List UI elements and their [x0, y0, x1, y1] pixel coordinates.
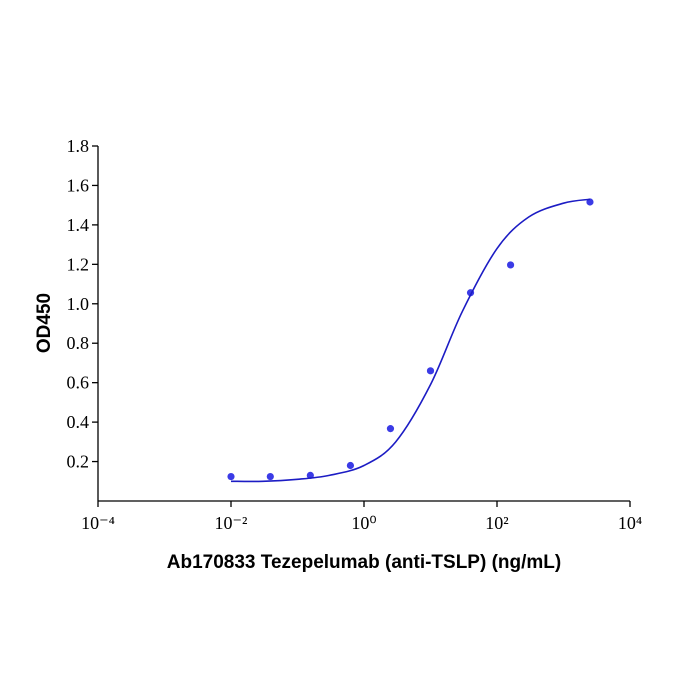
y-tick-label: 0.8 [67, 333, 90, 353]
x-axis-title: Ab170833 Tezepelumab (anti-TSLP) (ng/mL) [167, 552, 561, 573]
y-tick-label: 0.6 [67, 373, 90, 393]
data-point [227, 472, 235, 481]
data-point [266, 472, 274, 481]
y-tick-label: 1.0 [67, 294, 90, 314]
fit-curve [230, 198, 591, 483]
y-tick-label: 1.8 [67, 136, 90, 156]
y-tick-label: 0.2 [67, 452, 90, 472]
data-point [506, 261, 515, 269]
y-tick-label: 1.6 [67, 175, 90, 195]
y-tick-label: 0.4 [67, 412, 90, 432]
x-tick-label: 10⁻² [215, 513, 248, 533]
x-tick-label: 10⁰ [351, 513, 376, 533]
y-tick-label: 1.4 [67, 215, 90, 235]
y-tick-label: 1.2 [67, 254, 90, 274]
data-point [386, 425, 395, 433]
x-tick-label: 10² [485, 513, 508, 533]
x-tick-label: 10⁻⁴ [81, 513, 115, 533]
data-point [346, 461, 355, 470]
y-axis-title: OD450 [34, 293, 55, 353]
data-point [426, 367, 435, 375]
x-tick-label: 10⁴ [618, 513, 642, 533]
